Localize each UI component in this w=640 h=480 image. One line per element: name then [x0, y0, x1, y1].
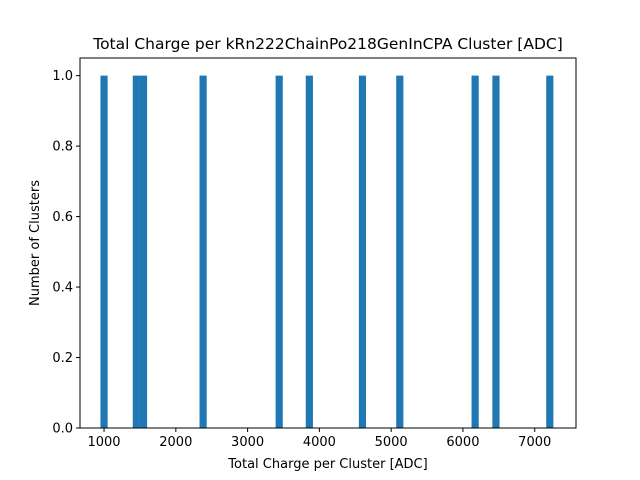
histogram-bar-5 — [305, 75, 313, 428]
x-axis-label: Total Charge per Cluster [ADC] — [227, 457, 427, 472]
y-tick-label-3: 0.6 — [52, 210, 73, 225]
x-tick-label-3: 4000 — [303, 435, 336, 450]
y-tick-label-5: 1.0 — [52, 69, 73, 84]
histogram-bar-0 — [100, 75, 108, 428]
histogram-bar-6 — [358, 75, 367, 428]
plot-frame — [79, 57, 577, 429]
x-tick-label-1: 2000 — [159, 435, 192, 450]
bars-group — [100, 75, 554, 428]
histogram-bar-9 — [492, 75, 500, 428]
y-axis-ticks: 0.0 0.2 0.4 0.6 0.8 1.0 — [52, 69, 80, 437]
histogram-bar-10 — [546, 75, 554, 428]
histogram-bar-3 — [199, 75, 207, 428]
histogram-bar-7 — [396, 75, 404, 428]
y-tick-label-4: 0.8 — [52, 140, 73, 155]
histogram-bar-8 — [471, 75, 479, 428]
histogram-bar-4 — [275, 75, 283, 428]
y-tick-label-2: 0.4 — [52, 281, 73, 296]
y-axis-label: Number of Clusters — [28, 180, 43, 306]
chart-title: Total Charge per kRn222ChainPo218GenInCP… — [92, 35, 563, 53]
x-tick-label-6: 7000 — [518, 435, 551, 450]
histogram-bar-2 — [139, 75, 148, 428]
x-tick-label-2: 3000 — [231, 435, 264, 450]
y-tick-label-1: 0.2 — [52, 351, 73, 366]
y-tick-label-0: 0.0 — [52, 422, 73, 437]
x-tick-label-5: 6000 — [446, 435, 479, 450]
histogram-bar-1 — [132, 75, 140, 428]
x-tick-label-4: 5000 — [375, 435, 408, 450]
x-axis-ticks: 1000 2000 3000 4000 5000 6000 7000 — [87, 428, 551, 450]
x-tick-label-0: 1000 — [87, 435, 120, 450]
